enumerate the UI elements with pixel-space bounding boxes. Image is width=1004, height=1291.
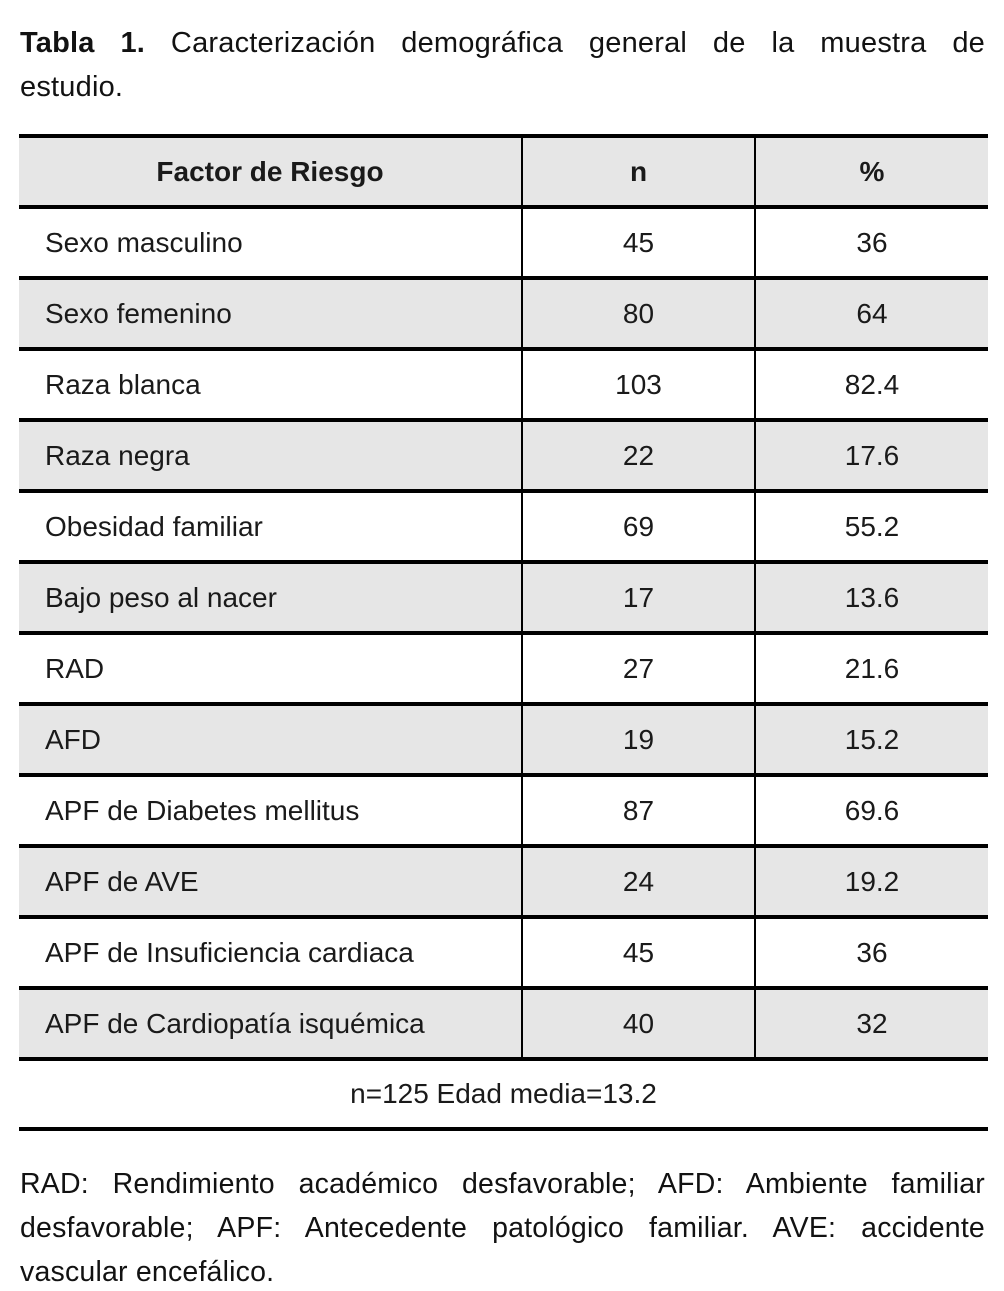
n-cell: 27	[521, 633, 756, 704]
table-row: Sexo femenino 80 64	[19, 278, 988, 349]
factor-cell: Raza blanca	[45, 368, 201, 400]
pct-cell: 13.6	[844, 581, 900, 613]
n-cell: 22	[521, 420, 756, 491]
factor-cell: RAD	[45, 652, 105, 684]
footnote-line2: desfavorable; APF: Antecedente patológic…	[20, 1212, 985, 1244]
n-cell: 69	[521, 491, 756, 562]
column-header-pct: %	[755, 136, 988, 207]
footnote-line1: RAD: Rendimiento académico desfavorable;…	[20, 1168, 985, 1200]
factor-cell: APF de Cardiopatía isquémica	[45, 1007, 425, 1039]
factor-cell: APF de Diabetes mellitus	[45, 794, 360, 826]
n-cell: 87	[521, 775, 756, 846]
n-cell: 45	[521, 207, 756, 278]
factor-cell: AFD	[45, 723, 101, 755]
n-cell: 103	[521, 349, 756, 420]
pct-cell: 21.6	[844, 652, 900, 684]
factor-cell: Sexo femenino	[45, 297, 232, 329]
footnote-line3: vascular encefálico.	[20, 1256, 275, 1288]
table-footer: n=125 Edad media=13.2	[19, 1059, 988, 1129]
table-row: APF de AVE 24 19.2	[19, 846, 988, 917]
pct-cell: 36	[856, 226, 888, 258]
table-row: Raza negra 22 17.6	[19, 420, 988, 491]
n-cell: 45	[521, 917, 756, 988]
pct-cell: 36	[856, 936, 888, 968]
table-row: AFD 19 15.2	[19, 704, 988, 775]
pct-cell: 17.6	[844, 439, 900, 471]
factor-cell: Raza negra	[45, 439, 190, 471]
demographics-table: Factor de Riesgo n % Sexo masculino 45 3…	[19, 134, 988, 1131]
column-header-n: n	[521, 136, 756, 207]
table-row: RAD 27 21.6	[19, 633, 988, 704]
table-caption-line2: estudio.	[20, 71, 124, 103]
table-caption-number: Tabla 1.	[20, 27, 146, 59]
factor-cell: Bajo peso al nacer	[45, 581, 277, 613]
pct-cell: 19.2	[844, 865, 900, 897]
summary-row: n=125 Edad media=13.2	[19, 1059, 988, 1129]
table-footnote: RAD: Rendimiento académico desfavorable;…	[20, 1162, 985, 1291]
pct-cell: 69.6	[844, 794, 900, 826]
column-header-factor: Factor de Riesgo	[19, 136, 522, 207]
table-caption-text: Caracterización demográfica general de l…	[170, 27, 985, 59]
table-caption: Tabla 1. Caracterización demográfica gen…	[20, 21, 985, 109]
pct-cell: 64	[856, 297, 888, 329]
pct-cell: 32	[856, 1007, 888, 1039]
table-caption-line1: Tabla 1. Caracterización demográfica gen…	[20, 21, 985, 65]
table-row: Obesidad familiar 69 55.2	[19, 491, 988, 562]
factor-cell: APF de Insuficiencia cardiaca	[45, 936, 414, 968]
n-cell: 24	[521, 846, 756, 917]
n-cell: 19	[521, 704, 756, 775]
pct-cell: 82.4	[844, 368, 900, 400]
table-row: Bajo peso al nacer 17 13.6	[19, 562, 988, 633]
n-cell: 17	[521, 562, 756, 633]
pct-cell: 55.2	[844, 510, 900, 542]
table-row: APF de Insuficiencia cardiaca 45 36	[19, 917, 988, 988]
n-cell: 40	[521, 988, 756, 1059]
table-row: Sexo masculino 45 36	[19, 207, 988, 278]
table-row: APF de Cardiopatía isquémica 40 32	[19, 988, 988, 1059]
sample-summary: n=125 Edad media=13.2	[19, 1059, 988, 1129]
table-header: Factor de Riesgo n %	[19, 136, 988, 207]
table-row: APF de Diabetes mellitus 87 69.6	[19, 775, 988, 846]
factor-cell: Obesidad familiar	[45, 510, 263, 542]
factor-cell: APF de AVE	[45, 865, 199, 897]
factor-cell: Sexo masculino	[45, 226, 243, 258]
pct-cell: 15.2	[844, 723, 900, 755]
header-row: Factor de Riesgo n %	[19, 136, 988, 207]
table-row: Raza blanca 103 82.4	[19, 349, 988, 420]
table-body: Sexo masculino 45 36 Sexo femenino 80 64…	[19, 207, 988, 1059]
n-cell: 80	[521, 278, 756, 349]
